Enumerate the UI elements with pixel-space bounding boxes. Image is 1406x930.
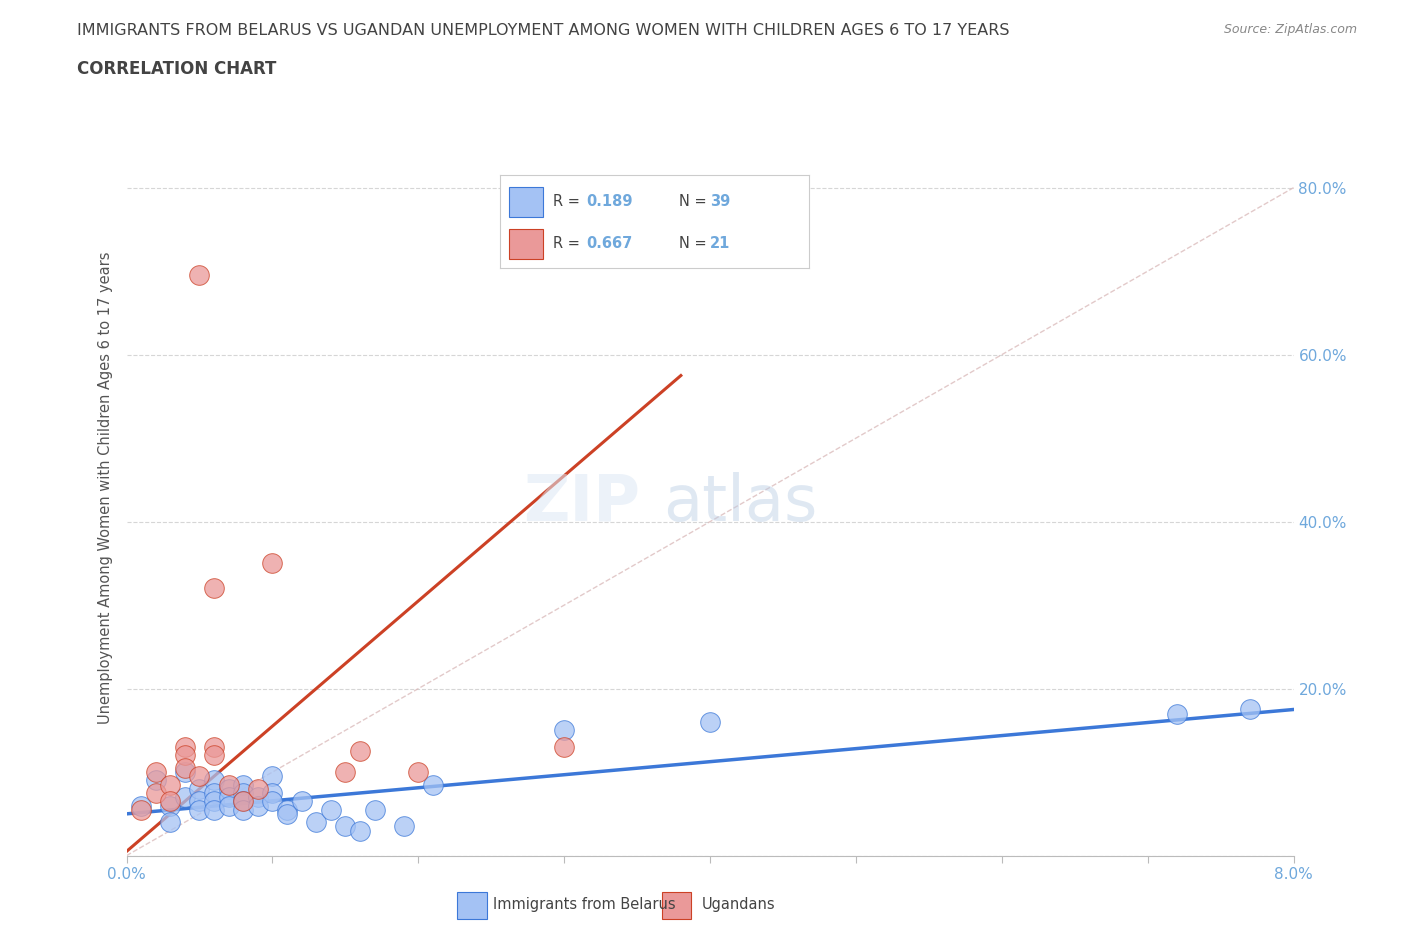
Bar <box>457 892 486 919</box>
Point <box>246 781 269 796</box>
Text: 0.189: 0.189 <box>586 194 633 209</box>
Point <box>276 806 298 821</box>
Point <box>202 748 225 763</box>
Text: R =: R = <box>553 236 583 251</box>
Point <box>392 819 415 834</box>
Point <box>174 764 197 779</box>
Point <box>422 777 444 792</box>
Point <box>218 790 240 804</box>
Point <box>246 798 269 813</box>
Text: ZIP: ZIP <box>523 472 640 534</box>
Text: 0.667: 0.667 <box>586 236 633 251</box>
Text: Ugandans: Ugandans <box>702 897 775 912</box>
Point <box>188 769 211 784</box>
Point <box>159 798 181 813</box>
Point <box>305 815 328 830</box>
Point <box>202 786 225 801</box>
Point <box>202 794 225 809</box>
Point <box>174 761 197 776</box>
Text: CORRELATION CHART: CORRELATION CHART <box>77 60 277 78</box>
Point <box>159 815 181 830</box>
Text: 39: 39 <box>710 194 731 209</box>
Point <box>188 803 211 817</box>
Point <box>218 781 240 796</box>
Point <box>202 803 225 817</box>
Point <box>335 819 357 834</box>
Point <box>202 739 225 754</box>
Point <box>188 268 211 283</box>
Text: N =: N = <box>679 236 711 251</box>
Point <box>129 803 152 817</box>
Point <box>202 773 225 788</box>
Point <box>174 739 197 754</box>
Point <box>232 794 254 809</box>
Point <box>218 798 240 813</box>
Point <box>553 739 575 754</box>
Point <box>218 777 240 792</box>
Point <box>363 803 385 817</box>
Point <box>159 794 181 809</box>
Bar <box>662 892 692 919</box>
Text: IMMIGRANTS FROM BELARUS VS UGANDAN UNEMPLOYMENT AMONG WOMEN WITH CHILDREN AGES 6: IMMIGRANTS FROM BELARUS VS UGANDAN UNEMP… <box>77 23 1010 38</box>
Point <box>276 803 298 817</box>
Point <box>262 786 284 801</box>
Point <box>349 744 371 759</box>
Y-axis label: Unemployment Among Women with Children Ages 6 to 17 years: Unemployment Among Women with Children A… <box>98 252 114 724</box>
Point <box>290 794 312 809</box>
Text: Source: ZipAtlas.com: Source: ZipAtlas.com <box>1223 23 1357 36</box>
Point <box>232 803 254 817</box>
Point <box>335 764 357 779</box>
Text: R =: R = <box>553 194 583 209</box>
Point <box>319 803 342 817</box>
Point <box>349 823 371 838</box>
Bar <box>509 187 543 217</box>
Point <box>699 714 721 729</box>
Point <box>174 790 197 804</box>
Point <box>232 786 254 801</box>
Point <box>408 764 430 779</box>
Bar <box>509 229 543 259</box>
Point <box>174 748 197 763</box>
Point <box>202 581 225 596</box>
Text: atlas: atlas <box>664 472 818 534</box>
Point <box>553 723 575 737</box>
Point <box>145 764 167 779</box>
Point <box>262 556 284 571</box>
Point <box>129 798 152 813</box>
Point <box>145 786 167 801</box>
Point <box>145 773 167 788</box>
Point <box>1239 702 1261 717</box>
Point <box>262 769 284 784</box>
Point <box>232 777 254 792</box>
Point <box>159 777 181 792</box>
Point <box>232 794 254 809</box>
Text: N =: N = <box>679 194 711 209</box>
Point <box>1166 706 1188 721</box>
Point <box>262 794 284 809</box>
Text: 21: 21 <box>710 236 731 251</box>
Point <box>188 781 211 796</box>
Point <box>246 790 269 804</box>
Point <box>188 794 211 809</box>
Text: Immigrants from Belarus: Immigrants from Belarus <box>492 897 675 912</box>
